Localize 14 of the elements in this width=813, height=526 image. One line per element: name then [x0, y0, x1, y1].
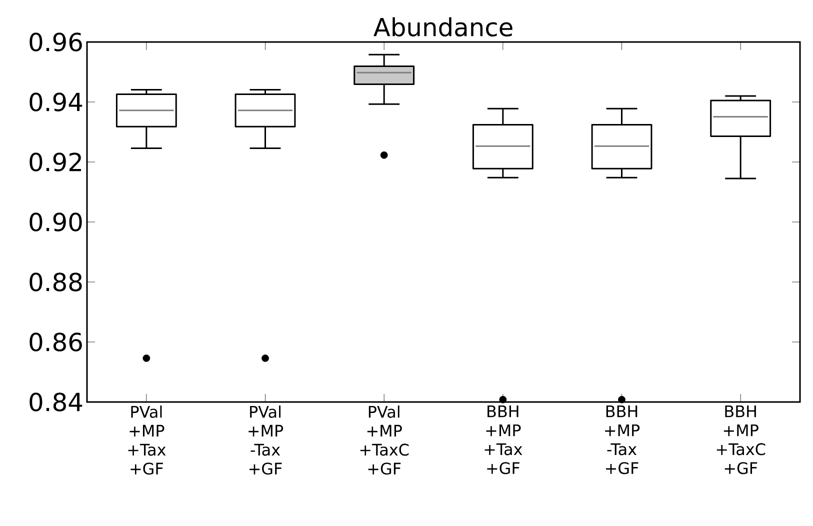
y-tick-label: 0.96	[30, 32, 82, 52]
y-tick-label: 0.94	[30, 92, 82, 112]
x-tick-label: PVal +MP -Tax +GF	[248, 406, 284, 475]
chart-title: Abundance	[374, 17, 512, 37]
x-tick-label: BBH +MP +Tax +GF	[484, 406, 522, 474]
y-tick-label: 0.90	[30, 212, 82, 232]
x-tick-label: PVal +MP +Tax +GF	[128, 406, 166, 475]
x-tick-label: BBH +MP -Tax +GF	[605, 406, 640, 474]
y-tick-label: 0.92	[30, 152, 81, 172]
x-tick-label: BBH +MP +TaxC +GF	[716, 406, 766, 474]
y-tick-label: 0.84	[30, 392, 82, 412]
y-tick-label: 0.88	[30, 272, 82, 292]
y-tick-label: 0.86	[30, 332, 82, 352]
x-tick-label: PVal +MP +TaxC +GF	[360, 406, 409, 475]
